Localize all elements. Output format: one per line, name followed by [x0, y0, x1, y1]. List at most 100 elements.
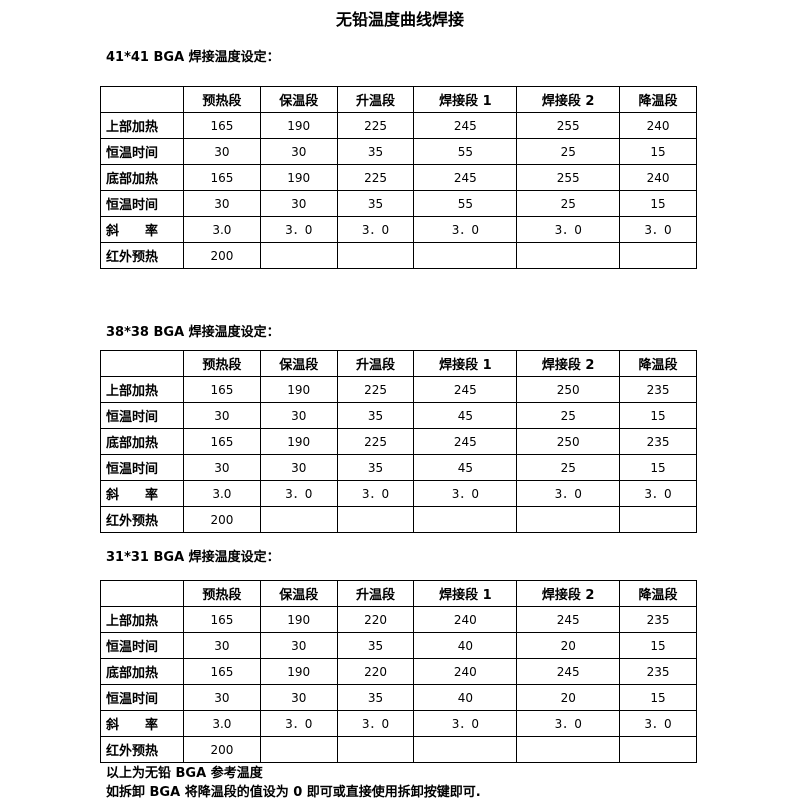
table-cell	[619, 242, 697, 269]
table-cell: 30	[259, 684, 338, 711]
table-cell: 220	[336, 606, 415, 633]
table-cell: 245	[516, 606, 621, 633]
table-cell: 25	[516, 190, 621, 217]
table-cell: 245	[413, 376, 518, 403]
table-cell	[413, 736, 518, 763]
table-cell	[259, 736, 338, 763]
table-row: 红外预热 200	[100, 736, 697, 763]
column-header	[100, 350, 184, 377]
table-cell: 45	[413, 454, 518, 481]
table-cell	[516, 736, 621, 763]
table-cell: 30	[183, 138, 261, 165]
table-cell: 30	[183, 454, 261, 481]
table-cell: 30	[259, 454, 338, 481]
table-row: 底部加热 165 190 225 245 250 235	[100, 428, 697, 455]
row-label: 上部加热	[100, 606, 184, 633]
table-cell	[336, 736, 415, 763]
table-cell: 55	[413, 190, 518, 217]
header-row: 预热段 保温段 升温段 焊接段 1 焊接段 2 降温段	[100, 350, 697, 377]
table-row: 上部加热 165 190 225 245 255 240	[100, 112, 697, 139]
column-header: 降温段	[619, 580, 697, 607]
table-cell: 35	[336, 402, 415, 429]
table-row: 底部加热 165 190 225 245 255 240	[100, 164, 697, 191]
row-label: 斜 率	[100, 480, 184, 507]
table-row: 上部加热 165 190 220 240 245 235	[100, 606, 697, 633]
table-cell: 250	[516, 376, 621, 403]
table-cell: 25	[516, 402, 621, 429]
row-label: 恒温时间	[100, 138, 184, 165]
table-cell: 190	[259, 428, 338, 455]
table-cell: 245	[413, 428, 518, 455]
table-cell: 3．0	[259, 480, 338, 507]
page-title: 无铅温度曲线焊接	[335, 10, 464, 29]
row-label: 恒温时间	[100, 684, 184, 711]
table-row: 底部加热 165 190 220 240 245 235	[100, 658, 697, 685]
table-cell	[619, 736, 697, 763]
table-row: 恒温时间 30 30 35 40 20 15	[100, 684, 697, 711]
table-cell: 40	[413, 632, 518, 659]
row-label: 恒温时间	[100, 402, 184, 429]
table-cell: 25	[516, 454, 621, 481]
header-row: 预热段 保温段 升温段 焊接段 1 焊接段 2 降温段	[100, 86, 697, 113]
table-cell: 200	[183, 736, 261, 763]
table-cell: 190	[259, 658, 338, 685]
table-cell: 15	[619, 402, 697, 429]
table-cell: 240	[619, 164, 697, 191]
column-header: 预热段	[183, 86, 261, 113]
column-header: 预热段	[183, 580, 261, 607]
temperature-table: 预热段 保温段 升温段 焊接段 1 焊接段 2 降温段 上部加热 165 190 220 240 24…	[100, 580, 697, 763]
row-label: 恒温时间	[100, 632, 184, 659]
column-header: 焊接段 1	[413, 86, 518, 113]
table-cell: 3．0	[516, 480, 621, 507]
table-cell: 3．0	[259, 216, 338, 243]
column-header: 升温段	[336, 580, 415, 607]
table-cell	[336, 242, 415, 269]
table-cell: 165	[183, 606, 261, 633]
table-cell	[413, 242, 518, 269]
table-cell: 235	[619, 606, 697, 633]
table-cell: 240	[619, 112, 697, 139]
column-header: 降温段	[619, 350, 697, 377]
table-heading: 41*41 BGA 焊接温度设定：	[106, 50, 280, 65]
table-cell: 15	[619, 190, 697, 217]
row-label: 底部加热	[100, 658, 184, 685]
table-cell: 30	[259, 190, 338, 217]
table-cell: 3．0	[413, 216, 518, 243]
table-cell: 165	[183, 428, 261, 455]
table-cell: 200	[183, 242, 261, 269]
table-cell	[516, 242, 621, 269]
row-label: 红外预热	[100, 736, 184, 763]
table-row: 恒温时间 30 30 35 45 25 15	[100, 454, 697, 481]
table-cell: 3．0	[413, 710, 518, 737]
table-cell: 3．0	[516, 216, 621, 243]
row-label: 恒温时间	[100, 454, 184, 481]
note-removal: 如拆卸 BGA 将降温段的值设为 0 即可或直接使用拆卸按键即可.	[106, 785, 481, 800]
table-cell	[259, 506, 338, 533]
table-cell: 35	[336, 138, 415, 165]
table-cell	[413, 506, 518, 533]
table-cell: 30	[183, 402, 261, 429]
table-cell: 235	[619, 658, 697, 685]
table-cell: 245	[413, 112, 518, 139]
column-header: 焊接段 1	[413, 350, 518, 377]
table-cell: 20	[516, 684, 621, 711]
table-cell: 3．0	[336, 710, 415, 737]
table-row: 斜 率 3.0 3．0 3．0 3．0 3．0 3．0	[100, 480, 697, 507]
table-cell: 165	[183, 376, 261, 403]
table-cell: 165	[183, 658, 261, 685]
table-cell: 35	[336, 684, 415, 711]
table-cell: 30	[259, 402, 338, 429]
table-cell: 30	[183, 632, 261, 659]
temperature-table: 预热段 保温段 升温段 焊接段 1 焊接段 2 降温段 上部加热 165 190 225 245 25…	[100, 350, 697, 533]
table-cell: 35	[336, 454, 415, 481]
row-label: 红外预热	[100, 506, 184, 533]
table-cell: 190	[259, 112, 338, 139]
table-row: 恒温时间 30 30 35 55 25 15	[100, 138, 697, 165]
table-cell: 3．0	[619, 710, 697, 737]
table-heading: 38*38 BGA 焊接温度设定：	[106, 325, 280, 340]
table-cell: 3.0	[183, 480, 261, 507]
column-header: 焊接段 1	[413, 580, 518, 607]
table-row: 斜 率 3.0 3．0 3．0 3．0 3．0 3．0	[100, 710, 697, 737]
table-cell: 235	[619, 376, 697, 403]
column-header: 焊接段 2	[516, 580, 621, 607]
